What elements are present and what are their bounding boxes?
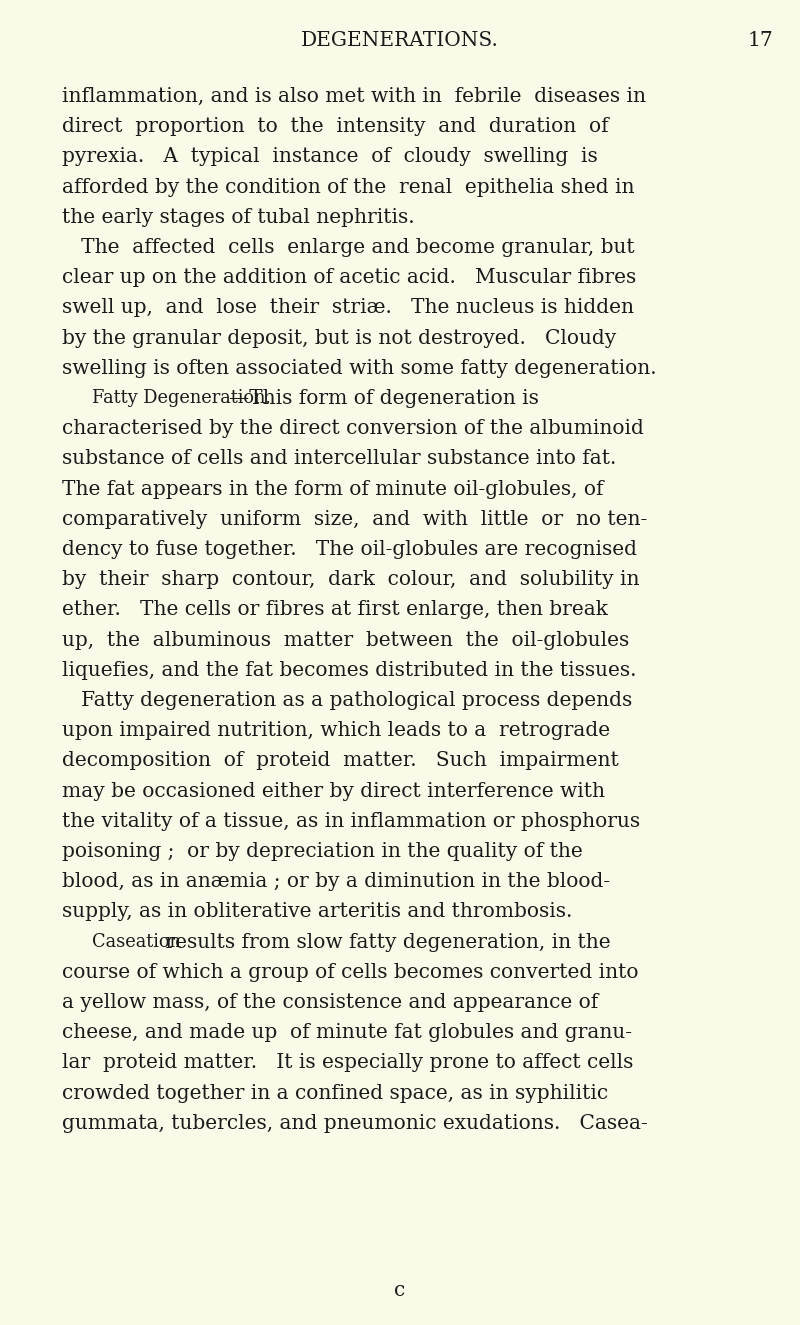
Text: lar  proteid matter.   It is especially prone to affect cells: lar proteid matter. It is especially pro… (62, 1053, 634, 1072)
Text: 17: 17 (747, 30, 773, 49)
Text: direct  proportion  to  the  intensity  and  duration  of: direct proportion to the intensity and d… (62, 117, 609, 136)
Text: gummata, tubercles, and pneumonic exudations.   Casea-: gummata, tubercles, and pneumonic exudat… (62, 1114, 648, 1133)
Text: clear up on the addition of acetic acid.   Muscular fibres: clear up on the addition of acetic acid.… (62, 268, 636, 288)
Text: c: c (394, 1280, 406, 1300)
Text: The  affected  cells  enlarge and become granular, but: The affected cells enlarge and become gr… (62, 238, 634, 257)
Text: comparatively  uniform  size,  and  with  little  or  no ten-: comparatively uniform size, and with lit… (62, 510, 647, 529)
Text: a yellow mass, of the consistence and appearance of: a yellow mass, of the consistence and ap… (62, 992, 598, 1012)
Text: Fatty Degeneration.: Fatty Degeneration. (92, 390, 271, 407)
Text: inflammation, and is also met with in  febrile  diseases in: inflammation, and is also met with in fe… (62, 87, 646, 106)
Text: the early stages of tubal nephritis.: the early stages of tubal nephritis. (62, 208, 414, 227)
Text: upon impaired nutrition, which leads to a  retrograde: upon impaired nutrition, which leads to … (62, 721, 610, 741)
Text: crowded together in a confined space, as in syphilitic: crowded together in a confined space, as… (62, 1084, 608, 1102)
Text: afforded by the condition of the  renal  epithelia shed in: afforded by the condition of the renal e… (62, 178, 634, 196)
Text: characterised by the direct conversion of the albuminoid: characterised by the direct conversion o… (62, 419, 644, 439)
Text: dency to fuse together.   The oil-globules are recognised: dency to fuse together. The oil-globules… (62, 541, 637, 559)
Text: decomposition  of  proteid  matter.   Such  impairment: decomposition of proteid matter. Such im… (62, 751, 618, 770)
Text: DEGENERATIONS.: DEGENERATIONS. (301, 30, 499, 49)
Text: ether.   The cells or fibres at first enlarge, then break: ether. The cells or fibres at first enla… (62, 600, 608, 619)
Text: Caseation: Caseation (92, 933, 181, 950)
Text: by  their  sharp  contour,  dark  colour,  and  solubility in: by their sharp contour, dark colour, and… (62, 570, 639, 590)
Text: the vitality of a tissue, as in inflammation or phosphorus: the vitality of a tissue, as in inflamma… (62, 812, 640, 831)
Text: by the granular deposit, but is not destroyed.   Cloudy: by the granular deposit, but is not dest… (62, 329, 616, 347)
Text: substance of cells and intercellular substance into fat.: substance of cells and intercellular sub… (62, 449, 616, 469)
Text: pyrexia.   A  typical  instance  of  cloudy  swelling  is: pyrexia. A typical instance of cloudy sw… (62, 147, 598, 167)
Text: course of which a group of cells becomes converted into: course of which a group of cells becomes… (62, 963, 638, 982)
Text: Fatty degeneration as a pathological process depends: Fatty degeneration as a pathological pro… (62, 692, 632, 710)
Text: The fat appears in the form of minute oil-globules, of: The fat appears in the form of minute oi… (62, 480, 603, 498)
Text: up,  the  albuminous  matter  between  the  oil-globules: up, the albuminous matter between the oi… (62, 631, 630, 649)
Text: blood, as in anæmia ; or by a diminution in the blood-: blood, as in anæmia ; or by a diminution… (62, 872, 610, 892)
Text: may be occasioned either by direct interference with: may be occasioned either by direct inter… (62, 782, 605, 800)
Text: swell up,  and  lose  their  striæ.   The nucleus is hidden: swell up, and lose their striæ. The nucl… (62, 298, 634, 318)
Text: poisoning ;  or by depreciation in the quality of the: poisoning ; or by depreciation in the qu… (62, 841, 582, 861)
Text: results from slow fatty degeneration, in the: results from slow fatty degeneration, in… (159, 933, 611, 951)
Text: —This form of degeneration is: —This form of degeneration is (229, 390, 538, 408)
Text: supply, as in obliterative arteritis and thrombosis.: supply, as in obliterative arteritis and… (62, 902, 572, 921)
Text: swelling is often associated with some fatty degeneration.: swelling is often associated with some f… (62, 359, 657, 378)
Text: cheese, and made up  of minute fat globules and granu-: cheese, and made up of minute fat globul… (62, 1023, 632, 1043)
Text: liquefies, and the fat becomes distributed in the tissues.: liquefies, and the fat becomes distribut… (62, 661, 637, 680)
